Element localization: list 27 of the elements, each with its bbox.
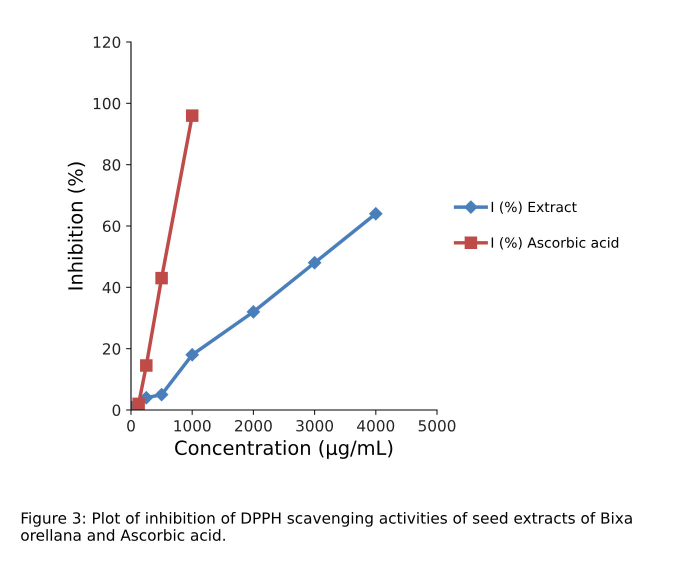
y-tick-label: 20: [102, 343, 120, 355]
y-tick-label: 40: [102, 282, 120, 294]
point: [155, 388, 168, 402]
point: [369, 207, 382, 220]
x-tick-label: 2000: [235, 420, 272, 432]
x-tick-label: 4000: [357, 420, 394, 432]
x-axis-title: Concentration (µg/mL): [175, 440, 392, 459]
x-tick-label: 1000: [174, 420, 211, 432]
point: [308, 256, 322, 270]
y-axis-title: Inhibition (%): [68, 162, 86, 290]
point: [186, 348, 199, 362]
x-tick-label: 5000: [418, 420, 456, 432]
point: [132, 398, 145, 410]
legend-label: I (%) Extract: [492, 201, 577, 214]
y-tick-label: 120: [94, 36, 120, 48]
x-tick-label: 0: [127, 420, 135, 432]
legend-label: I (%) Ascorbic acid: [492, 237, 618, 250]
y-tick-label: 60: [102, 220, 120, 232]
point: [186, 109, 198, 122]
x-tick-label: 3000: [296, 420, 334, 432]
point: [155, 272, 168, 284]
y-tick-label: 0: [112, 404, 120, 416]
point: [140, 359, 153, 372]
y-tick-label: 100: [94, 98, 120, 110]
caption: Figure 3: Plot of inhibition of DPPH scavenging activities of seed extracts of Bixa orellana and Ascorbic acid.: [21, 512, 632, 541]
point: [246, 305, 260, 318]
y-tick-label: 80: [102, 159, 120, 171]
